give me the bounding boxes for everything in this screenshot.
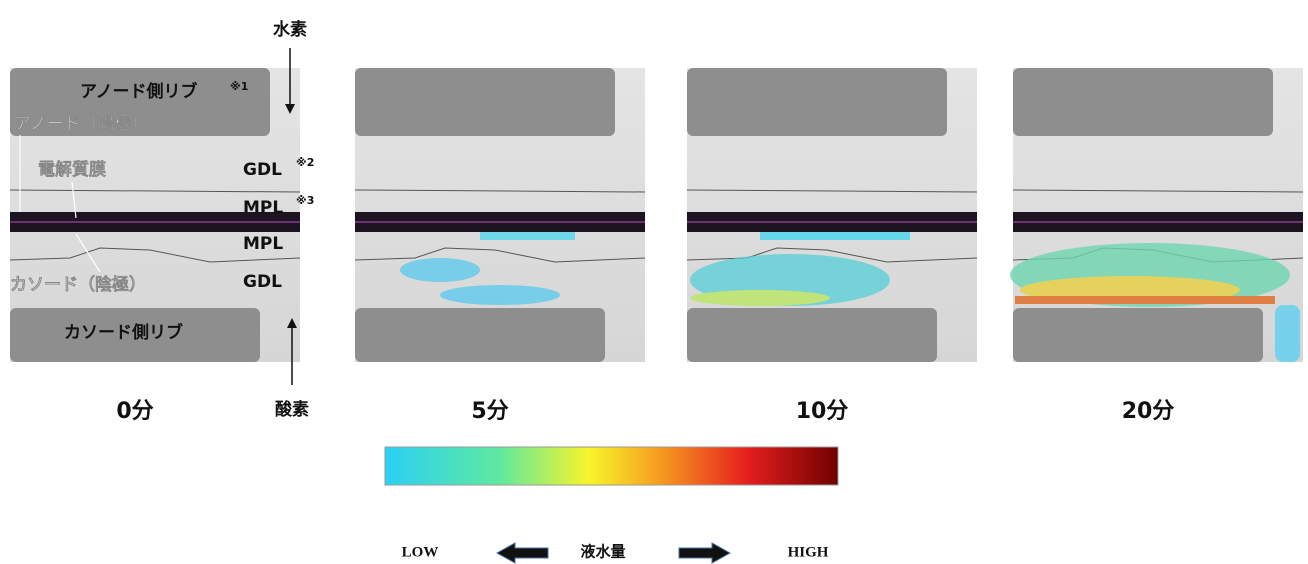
cathode-rib [1013,308,1263,362]
note: ※1 [230,80,248,93]
mpl-label: MPL [243,198,283,218]
legend-title: 液水量 [580,542,625,560]
note: ※3 [296,194,314,207]
hydrogen-label: 水素 [273,19,307,40]
anode-rib [687,68,947,136]
oxygen-label: 酸素 [275,399,309,420]
time-label: 20分 [1122,399,1175,424]
figure: 水素 アノード側リブ ※1 アノード（陽極） 電解質膜 GDL ※2 MPL ※… [0,0,1308,564]
legend-high: HIGH [788,544,829,560]
gdl-label: GDL [243,160,282,180]
panels [10,68,1303,362]
note: ※2 [296,156,314,169]
gdl-label: GDL [243,272,282,292]
colorbar [385,447,838,485]
anode-rib-label: アノード側リブ [80,81,197,102]
legend-low: LOW [402,544,439,560]
anode-label: アノード（陽極） [14,113,148,134]
time-label: 0分 [116,399,153,424]
mpl-label: MPL [243,234,283,254]
arrow-right [679,543,730,563]
membrane-label: 電解質膜 [38,159,106,180]
anode-rib [355,68,615,136]
arrow-left [497,543,548,563]
anode-rib [1013,68,1273,136]
time-label: 10分 [796,399,849,424]
cathode-rib-label: カソード側リブ [64,322,183,343]
time-label: 5分 [471,399,508,424]
cathode-rib [687,308,937,362]
cathode-rib [355,308,605,362]
cathode-label: カソード（陰極） [10,274,146,295]
